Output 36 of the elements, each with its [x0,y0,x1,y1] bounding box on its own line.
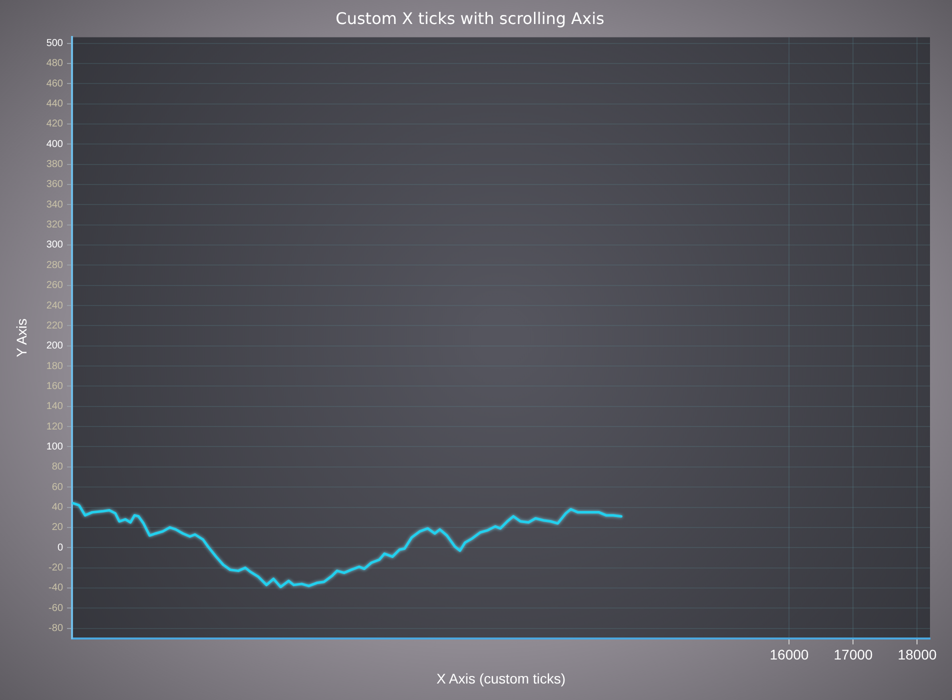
y-tick-label: -80 [48,623,64,634]
y-tick-label: 280 [46,260,64,271]
y-tick-label: 0 [57,542,64,554]
y-tick-label: 460 [46,78,64,90]
y-tick-label: -20 [48,562,64,574]
x-tick-label: 18000 [898,646,937,663]
y-tick-label: 80 [52,462,64,473]
chart-title: Custom X ticks with scrolling Axis [336,8,604,28]
y-tick-label: 120 [46,421,64,432]
y-tick-label: 360 [46,179,64,190]
x-tick-label: 17000 [834,646,873,663]
y-tick-label: -40 [48,582,64,594]
y-axis-title: Y Axis [13,318,30,358]
y-tick-label: -60 [48,602,64,614]
y-tick-label: 20 [52,522,64,534]
y-tick-label: 240 [46,300,64,312]
y-tick-label: 320 [46,220,64,231]
x-tick-label: 16000 [770,646,809,663]
y-tick-label: 440 [46,98,64,110]
y-tick-label: 480 [46,58,64,70]
y-tick-label: 160 [46,380,64,392]
y-tick-label: 100 [46,441,64,452]
y-tick-label: 300 [46,240,64,251]
y-tick-label: 380 [46,159,64,170]
y-tick-label: 200 [46,340,64,352]
y-tick-label: 180 [46,360,64,372]
y-tick-label: 220 [46,320,64,332]
y-tick-label: 420 [46,118,64,130]
y-tick-label: 40 [52,502,64,514]
y-tick-label: 500 [46,38,64,49]
y-tick-label: 260 [46,280,64,292]
y-tick-label: 140 [46,401,64,412]
y-tick-label: 60 [52,482,64,493]
y-tick-label: 400 [46,138,64,150]
x-axis-title: X Axis (custom ticks) [436,670,566,686]
y-tick-label: 340 [46,199,64,210]
